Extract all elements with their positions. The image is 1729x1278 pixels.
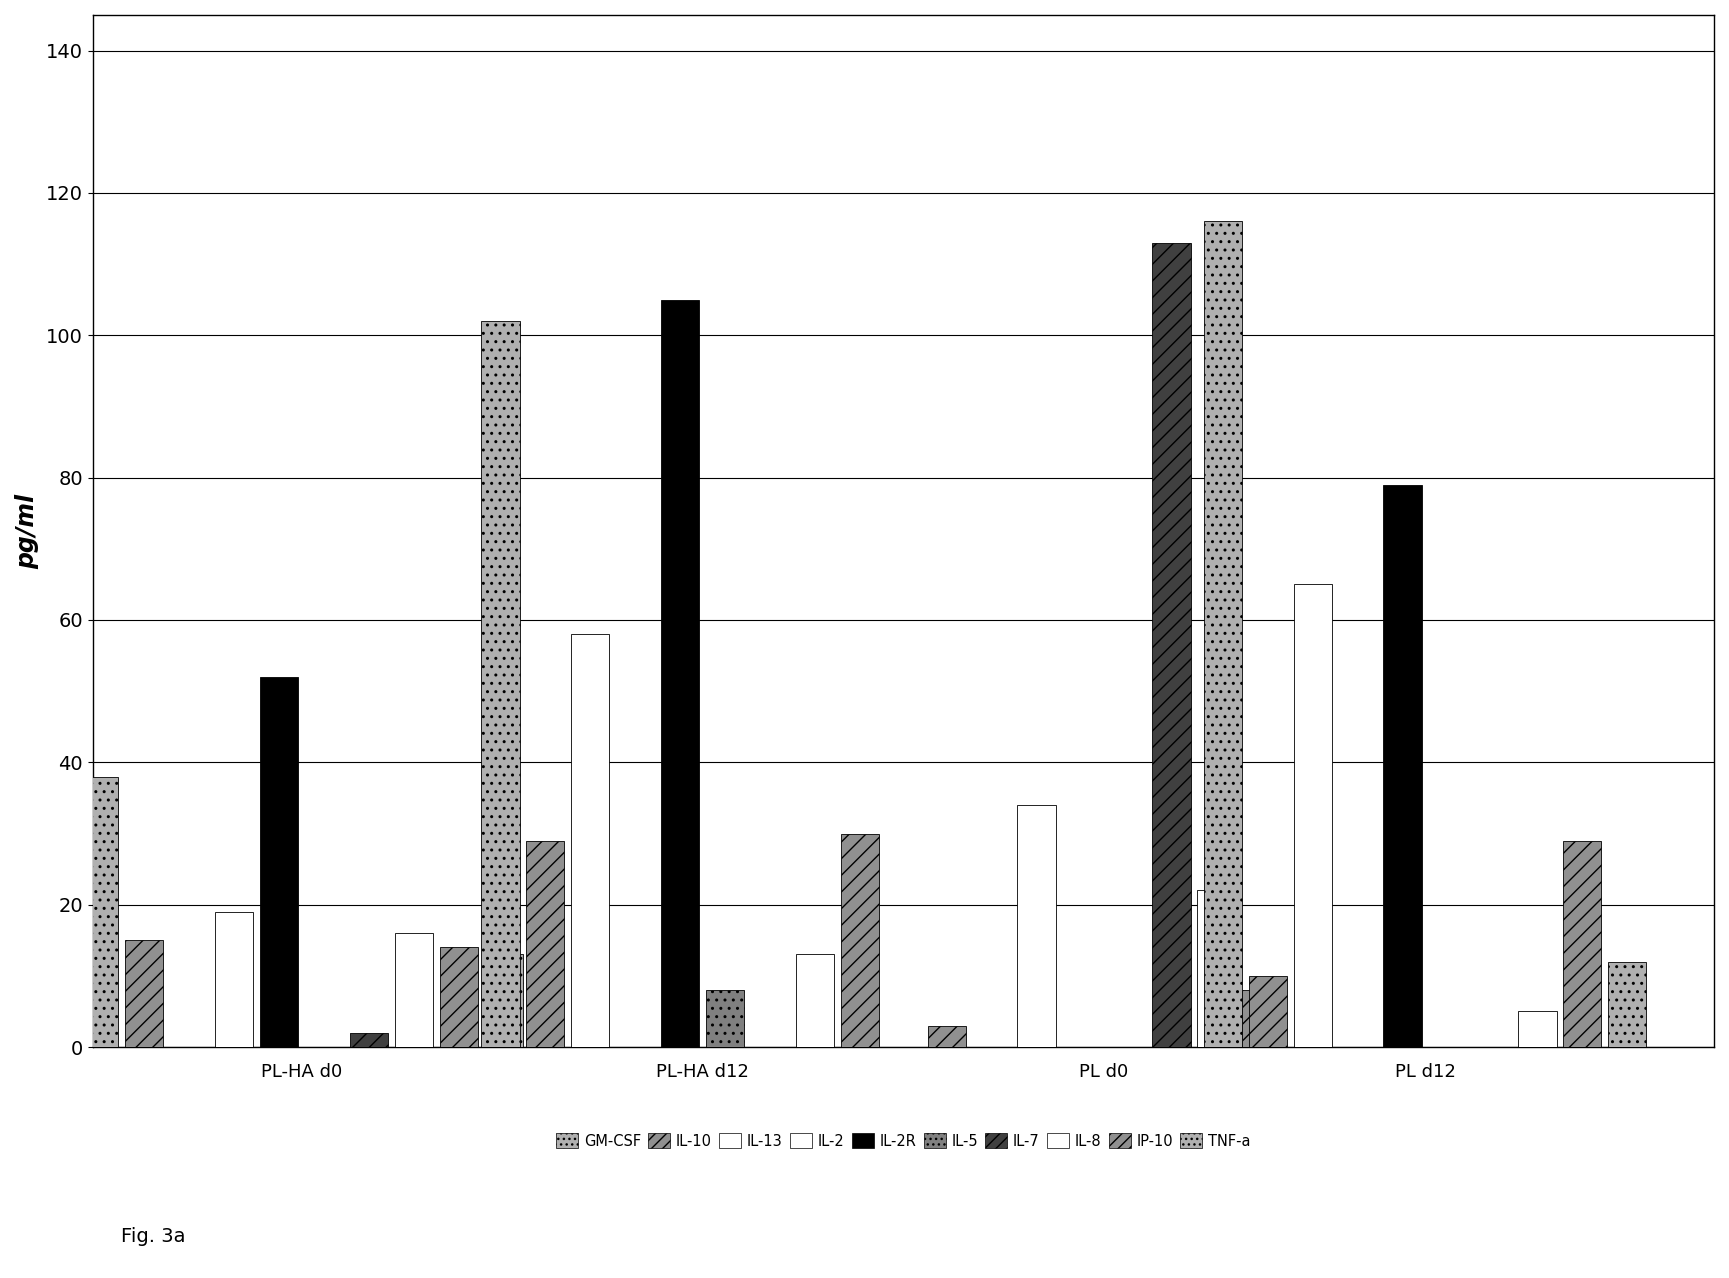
- Bar: [484, 955, 522, 1047]
- Bar: [214, 911, 252, 1047]
- Bar: [1152, 243, 1191, 1047]
- Bar: [1248, 976, 1286, 1047]
- Bar: [927, 1026, 967, 1047]
- Bar: [795, 955, 833, 1047]
- Legend: GM-CSF, IL-10, IL-13, IL-2, IL-2R, IL-5, IL-7, IL-8, IP-10, TNF-a: GM-CSF, IL-10, IL-13, IL-2, IL-2R, IL-5,…: [552, 1128, 1255, 1153]
- Bar: [1383, 484, 1421, 1047]
- Bar: [259, 677, 297, 1047]
- Bar: [349, 1033, 387, 1047]
- Bar: [526, 841, 564, 1047]
- Bar: [1608, 961, 1646, 1047]
- Bar: [1563, 841, 1601, 1047]
- Bar: [124, 941, 163, 1047]
- Bar: [571, 634, 609, 1047]
- Y-axis label: pg/ml: pg/ml: [16, 493, 40, 569]
- Bar: [1241, 990, 1281, 1047]
- Bar: [80, 777, 118, 1047]
- Bar: [481, 321, 519, 1047]
- Bar: [1293, 584, 1331, 1047]
- Bar: [1203, 221, 1241, 1047]
- Bar: [1017, 805, 1056, 1047]
- Bar: [394, 933, 432, 1047]
- Text: Fig. 3a: Fig. 3a: [121, 1227, 185, 1246]
- Bar: [439, 947, 477, 1047]
- Bar: [840, 833, 878, 1047]
- Bar: [1518, 1011, 1556, 1047]
- Bar: [660, 300, 699, 1047]
- Bar: [1196, 891, 1236, 1047]
- Bar: [705, 990, 743, 1047]
